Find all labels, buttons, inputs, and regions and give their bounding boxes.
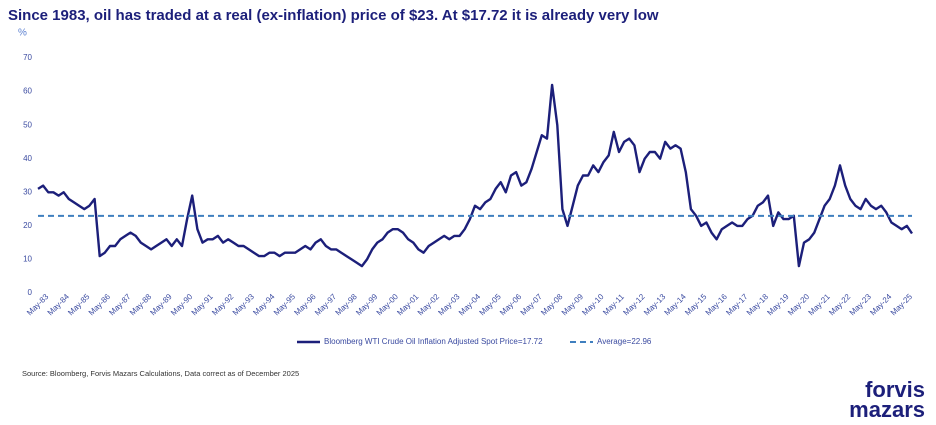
chart-title: Since 1983, oil has traded at a real (ex…: [8, 7, 659, 24]
logo: forvis: [865, 377, 925, 402]
logo: mazars: [849, 397, 925, 422]
y-axis-label: %: [18, 28, 27, 39]
x-tick-label: May-25: [889, 292, 915, 318]
y-tick-label: 10: [23, 255, 32, 264]
y-tick-label: 40: [23, 154, 32, 163]
legend-label: Bloomberg WTI Crude Oil Inflation Adjust…: [324, 337, 543, 346]
y-tick-label: 30: [23, 187, 32, 196]
y-tick-label: 60: [23, 87, 32, 96]
legend-label: Average=22.96: [597, 337, 652, 346]
y-tick-label: 20: [23, 221, 32, 230]
y-tick-label: 0: [28, 288, 33, 297]
y-tick-label: 70: [23, 53, 32, 62]
y-tick-label: 50: [23, 120, 32, 129]
source: Source: Bloomberg, Forvis Mazars Calcula…: [22, 369, 299, 378]
x-tick-label: May-10: [580, 292, 606, 318]
series-line: [37, 83, 913, 268]
